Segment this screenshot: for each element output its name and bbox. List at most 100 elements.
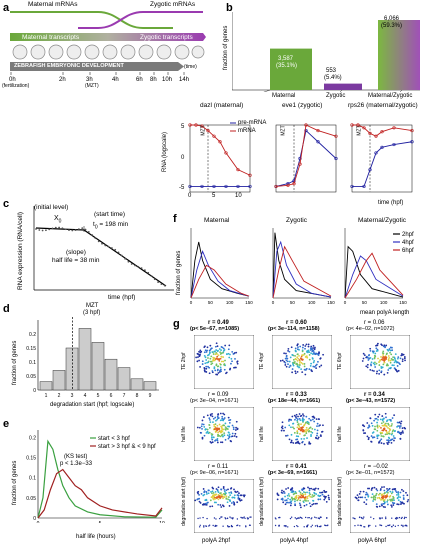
e-ylabel: fraction of genes bbox=[12, 460, 18, 505]
e-ytick-4: 0.2 bbox=[29, 435, 36, 441]
d-ylabel: fraction of genes bbox=[12, 340, 18, 385]
d-xtick-4: 4 bbox=[84, 393, 87, 399]
c-x0: X0 bbox=[54, 215, 62, 225]
e-ytick-1: 0.05 bbox=[26, 496, 36, 502]
panel-d-histogram: 1 2 3 4 5 6 7 8 9 0 0.05 0.1 0.15 0.2 bbox=[26, 317, 159, 399]
g-scatter-1-1 bbox=[272, 407, 332, 461]
c-xlabel: time (hpf) bbox=[108, 294, 136, 301]
f-xtick-2-0: 0 bbox=[344, 300, 347, 305]
bar-count-zygotic: 553 bbox=[326, 68, 337, 74]
f-subplot-3: 0 50 100 150 bbox=[344, 228, 407, 305]
g-scatter-1-2 bbox=[350, 407, 410, 461]
f-xtick-0-1: 50 bbox=[208, 300, 214, 305]
e-xtick-1: 5 bbox=[99, 521, 102, 523]
g-r-0-0: r = 0.49 bbox=[208, 320, 229, 326]
tick-8h: 8h bbox=[150, 77, 157, 83]
transcripts-arrow bbox=[10, 33, 206, 41]
b-line-subplots bbox=[188, 122, 414, 193]
g-r-2-2: r = −0.02 bbox=[364, 464, 389, 470]
zygotic-mrna-curve bbox=[78, 11, 203, 29]
b-ytick-5: 5 bbox=[181, 124, 185, 130]
e-pvalue: p < 1.3e−33 bbox=[60, 461, 93, 467]
time-unit-label: (time) bbox=[184, 64, 197, 70]
g-xlabel-0: polyA 2hpf bbox=[202, 538, 231, 544]
d-xtick-3: 3 bbox=[71, 393, 74, 399]
g-r-2-1: r = 0.41 bbox=[286, 464, 307, 470]
f-xtick-0-2: 100 bbox=[226, 300, 234, 305]
g-r-0-2: r = 0.06 bbox=[364, 320, 385, 326]
tick-2h: 2h bbox=[59, 77, 66, 83]
e-xlabel: half life (hours) bbox=[76, 534, 116, 540]
g-xlabel-1: polyA 4hpf bbox=[280, 538, 309, 544]
b-sub1-title: dazl (maternal) bbox=[200, 102, 244, 109]
panel-f-letter: f bbox=[173, 213, 177, 225]
d-mzt: MZT bbox=[86, 303, 99, 309]
cat-mz: Maternal/Zygotic bbox=[368, 93, 413, 99]
d-bar-2 bbox=[52, 370, 66, 391]
g-p-0-2: (p< 4e−02, n=1072) bbox=[346, 326, 395, 332]
c-t0: t0 = 198 min bbox=[93, 221, 129, 231]
e-series-start-gt-3 bbox=[37, 468, 163, 519]
e-ytick-3: 0.15 bbox=[26, 455, 36, 461]
bar-count-maternal: 3,587 bbox=[278, 56, 294, 62]
g-r-2-0: r = 0.11 bbox=[208, 464, 229, 470]
d-bar-6 bbox=[104, 358, 118, 391]
e-legend-1: start < 3 hpf bbox=[98, 436, 130, 442]
leader-1 bbox=[263, 89, 271, 92]
g-ylabel-2-2: degradation start (hpf) bbox=[337, 476, 343, 526]
g-r-0-1: r = 0.60 bbox=[286, 320, 307, 326]
e-xtick-0: 0 bbox=[37, 521, 40, 523]
f-subplot-1: 0 50 100 150 bbox=[190, 228, 253, 305]
b-xtick-0: 0 bbox=[188, 193, 192, 199]
f-xtick-1-3: 150 bbox=[327, 300, 335, 305]
g-p-1-0: (p< 3e−04, n=1671) bbox=[190, 398, 239, 404]
panel-a-letter: a bbox=[3, 2, 10, 14]
b-legend-premrna: pre-mRNA bbox=[238, 120, 267, 126]
bar-maternal-zygotic bbox=[378, 20, 420, 90]
mzt-label: (MZT) bbox=[85, 83, 99, 89]
f-xlabel: mean polyA length bbox=[360, 310, 410, 316]
f-xtick-2-1: 50 bbox=[362, 300, 368, 305]
d-ytick-0: 0 bbox=[33, 388, 36, 394]
tick-14h: 14h bbox=[179, 77, 190, 83]
d-xtick-8: 8 bbox=[136, 393, 139, 399]
d-xtick-9: 9 bbox=[149, 393, 152, 399]
f-legend-6hpf: 6hpf bbox=[402, 248, 414, 254]
maternal-mrnas-label: Maternal mRNAs bbox=[28, 1, 78, 8]
b-legend-mrna: mRNA bbox=[238, 128, 256, 134]
b-mzt-3: MZT bbox=[356, 125, 363, 136]
d-xtick-2: 2 bbox=[58, 393, 61, 399]
panel-e-plot: 0 0.05 0.1 0.15 0.2 0 5 10 bbox=[26, 430, 165, 523]
fertilization-label: (fertilization) bbox=[2, 83, 30, 89]
d-bar-7 bbox=[117, 367, 131, 391]
b-mzt-2: MZT bbox=[280, 125, 287, 136]
f-title-1: Maternal bbox=[204, 217, 230, 224]
f-xtick-2-2: 100 bbox=[380, 300, 388, 305]
f-legend-4hpf: 4hpf bbox=[402, 240, 414, 246]
bar-pct-mz: (59.3%) bbox=[381, 23, 403, 29]
f-xtick-0-0: 0 bbox=[190, 300, 193, 305]
f-xtick-0-3: 150 bbox=[245, 300, 253, 305]
e-ytick-0: 0 bbox=[33, 516, 36, 522]
b-sub2-title: eve1 (zygotic) bbox=[282, 102, 323, 109]
d-xlabel: degradation start (hpf; logscale) bbox=[50, 402, 135, 408]
f-xtick-1-2: 100 bbox=[308, 300, 316, 305]
g-scatter-2-2 bbox=[350, 479, 410, 533]
b-ytick-m5: -5 bbox=[179, 185, 185, 191]
f-title-2: Zygotic bbox=[286, 217, 307, 224]
g-p-2-2: (p< 3e−01, n=1572) bbox=[346, 470, 395, 476]
g-ylabel-0-0: TE 2hpf bbox=[181, 352, 187, 370]
d-bar-1 bbox=[39, 381, 53, 391]
d-bar-9 bbox=[143, 381, 157, 391]
panel-d-letter: d bbox=[3, 303, 10, 315]
c-start-time: (start time) bbox=[94, 211, 126, 218]
g-ylabel-1-2: half life bbox=[337, 426, 343, 442]
b-subplot-2 bbox=[274, 123, 338, 193]
d-ytick-3: 0.15 bbox=[26, 346, 36, 352]
g-scatter-2-1 bbox=[272, 479, 332, 533]
b-ylabel-sub: RNA (logscale) bbox=[162, 131, 168, 172]
tick-4h: 4h bbox=[112, 77, 119, 83]
g-scatter-2-0 bbox=[194, 479, 254, 533]
panel-b-bar-chart bbox=[232, 12, 420, 92]
tick-3h: 3h bbox=[86, 77, 93, 83]
